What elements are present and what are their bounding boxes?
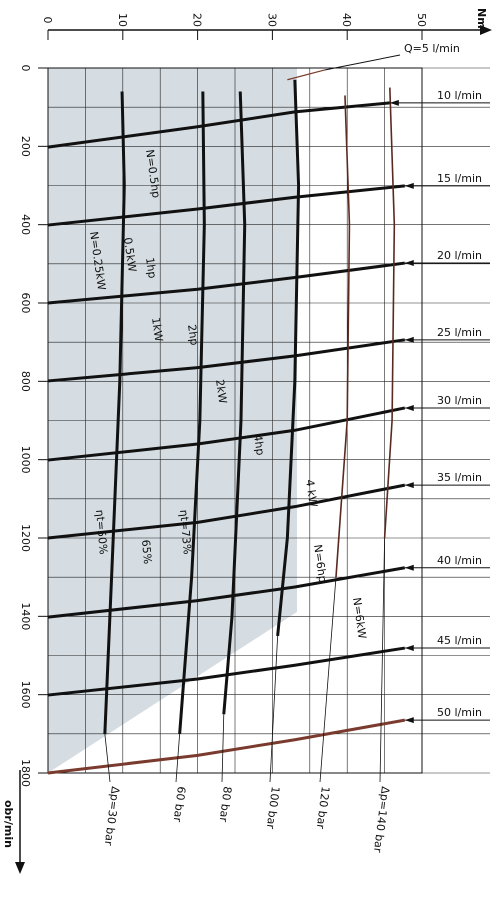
power-label: N=6hp	[311, 544, 329, 584]
arrowhead	[404, 260, 414, 267]
power-label: 2hp	[185, 324, 201, 347]
pressure-label: 120 bar	[314, 786, 332, 830]
arrowhead	[404, 645, 414, 652]
x-axis-arrowhead	[480, 25, 492, 35]
pressure-line	[103, 91, 126, 734]
efficiency-label: ηt=50%	[93, 509, 110, 555]
arrowhead	[404, 717, 414, 724]
arrowhead	[404, 564, 414, 571]
grid	[38, 29, 490, 774]
x-tick-label: 0	[41, 17, 54, 24]
power-label: 2kW	[213, 379, 229, 405]
y-tick-label: 1200	[19, 524, 32, 552]
plot-frame	[47, 67, 423, 774]
flow-label: Q=5 l/min	[404, 42, 460, 55]
flow-line	[47, 566, 406, 619]
x-tick-label: 40	[340, 13, 353, 27]
curves	[47, 69, 406, 775]
leader	[379, 537, 385, 783]
pressure-line	[335, 95, 351, 578]
power-label: 4hp	[251, 434, 267, 457]
x-axis-title: Nm	[475, 8, 488, 29]
efficiency-label: ηt=73%	[177, 509, 194, 555]
y-axis-title: obr/min	[2, 800, 15, 848]
flow-label: 30 l/min	[437, 394, 482, 407]
power-label: 1hp	[143, 257, 159, 280]
pressure-label: 60 bar	[171, 786, 188, 824]
pressure-line	[222, 91, 247, 715]
flow-label: 15 l/min	[437, 172, 482, 185]
x-tick-label: 20	[191, 13, 204, 27]
y-tick-label: 800	[19, 371, 32, 392]
leader	[104, 733, 111, 783]
leader	[269, 635, 279, 783]
flow-label: 10 l/min	[437, 89, 482, 102]
pressure-line	[178, 91, 206, 734]
arrowhead	[404, 482, 414, 489]
flow-line	[47, 338, 406, 383]
flow-line	[287, 69, 325, 81]
flow-line	[47, 646, 406, 697]
flow-label: 20 l/min	[437, 249, 482, 262]
y-tick-label: 0	[19, 65, 32, 72]
leader	[175, 733, 181, 783]
y-tick-label: 400	[19, 214, 32, 235]
flow-line	[47, 406, 406, 462]
leader	[319, 577, 337, 783]
x-tick-label: 10	[116, 13, 129, 27]
power-label: 4 kW	[303, 479, 320, 508]
y-tick-label: 1400	[19, 602, 32, 630]
flow-label: 50 l/min	[437, 706, 482, 719]
arrowhead	[404, 404, 414, 411]
y-tick-label: 1000	[19, 446, 32, 474]
y-tick-label: 200	[19, 136, 32, 157]
flow-line	[47, 483, 406, 540]
pressure-label: 80 bar	[217, 786, 234, 824]
power-label: 0.5kW	[121, 237, 139, 273]
arrowhead	[404, 182, 414, 189]
flow-label: 25 l/min	[437, 326, 482, 339]
flow-label: 45 l/min	[437, 634, 482, 647]
flow-line	[47, 718, 406, 775]
x-tick-label: 30	[265, 13, 278, 27]
x-tick-label: 50	[415, 13, 428, 27]
pressure-line	[383, 87, 396, 539]
y-tick-label: 600	[19, 293, 32, 314]
pressure-label: 100 bar	[264, 786, 282, 830]
power-label: N=6kW	[350, 597, 369, 640]
y-tick-label: 1800	[19, 759, 32, 787]
power-label: 1kW	[149, 317, 165, 343]
flow-label: 35 l/min	[437, 471, 482, 484]
pressure-line	[276, 79, 301, 637]
arrowhead	[404, 336, 414, 343]
leader	[324, 54, 401, 71]
y-axis-arrowhead	[15, 862, 25, 874]
y-tick-label: 1600	[19, 681, 32, 709]
flow-label: 40 l/min	[437, 554, 482, 567]
efficiency-label: 65%	[139, 539, 154, 564]
leader	[221, 714, 225, 783]
arrowhead	[389, 99, 399, 106]
